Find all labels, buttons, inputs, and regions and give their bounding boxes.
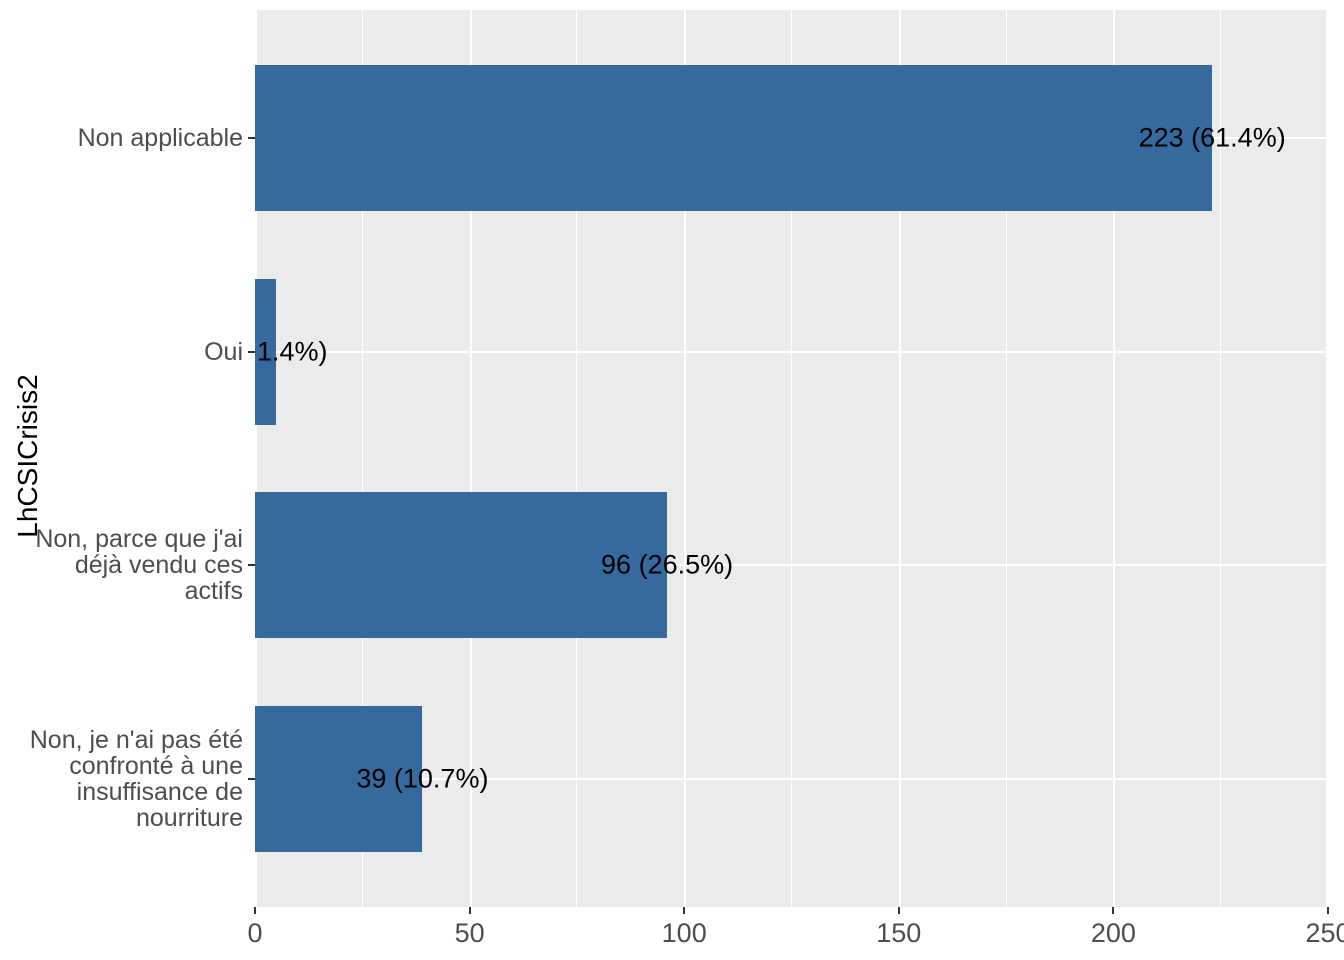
- x-tick-label: 0: [247, 918, 263, 948]
- minor-gridline: [1220, 10, 1222, 907]
- category-label-line: nourriture: [136, 803, 243, 832]
- x-tick-mark: [468, 907, 471, 914]
- category-label-line: insuffisance de: [76, 777, 243, 806]
- category-label-line: Oui: [204, 337, 243, 366]
- plot-panel: 223 (61.4%) 1.4%) 96 (26.5%) 39 (10.7%): [255, 10, 1328, 907]
- category-label-line: déjà vendu ces: [74, 551, 243, 580]
- y-tick-mark: [248, 350, 255, 353]
- bar: [255, 492, 668, 639]
- category-label: Non, parce que j'ai déjà vendu ces actifs: [35, 526, 243, 604]
- bar: [255, 278, 277, 425]
- horizontal-gridline: [255, 564, 1328, 567]
- y-tick-mark: [248, 564, 255, 567]
- x-tick-mark: [897, 907, 900, 914]
- category-label: Non applicable: [78, 125, 243, 151]
- y-tick-mark: [248, 777, 255, 780]
- category-label-line: actifs: [184, 577, 243, 606]
- minor-gridline: [576, 10, 578, 907]
- minor-gridline: [1005, 10, 1007, 907]
- x-tick-mark: [1327, 907, 1329, 914]
- major-gridline: [684, 10, 687, 907]
- minor-gridline: [361, 10, 363, 907]
- category-label-line: confronté à une: [69, 751, 243, 780]
- x-tick-label: 150: [876, 918, 922, 948]
- x-tick-label: 200: [1090, 918, 1136, 948]
- major-gridline: [1113, 10, 1116, 907]
- category-label-line: Non, je n'ai pas été: [29, 725, 243, 754]
- bar-value-label: 1.4%): [257, 336, 328, 367]
- x-tick-mark: [1112, 907, 1115, 914]
- minor-gridline: [791, 10, 792, 907]
- x-tick-label: 50: [454, 918, 485, 948]
- x-tick-label: 250: [1305, 918, 1344, 948]
- horizontal-gridline: [255, 350, 1328, 353]
- bar: [255, 705, 423, 852]
- major-gridline: [1326, 10, 1328, 907]
- major-gridline: [255, 10, 257, 907]
- category-label: Oui: [204, 339, 243, 365]
- category-label-line: Non, parce que j'ai: [35, 525, 243, 554]
- category-label: Non, je n'ai pas été confronté à une insuf…: [30, 727, 243, 831]
- bar-value-label: 96 (26.5%): [601, 549, 734, 580]
- y-tick-mark: [248, 137, 255, 140]
- major-gridline: [898, 10, 901, 907]
- x-tick-mark: [254, 907, 256, 914]
- bar-value-label: 39 (10.7%): [356, 763, 489, 794]
- horizontal-gridline: [255, 777, 1328, 780]
- bar: [255, 65, 1213, 212]
- major-gridline: [469, 10, 472, 907]
- x-tick-mark: [683, 907, 686, 914]
- x-tick-label: 100: [661, 918, 707, 948]
- category-label-line: Non applicable: [77, 124, 243, 153]
- bar-value-label: 223 (61.4%): [1138, 122, 1286, 153]
